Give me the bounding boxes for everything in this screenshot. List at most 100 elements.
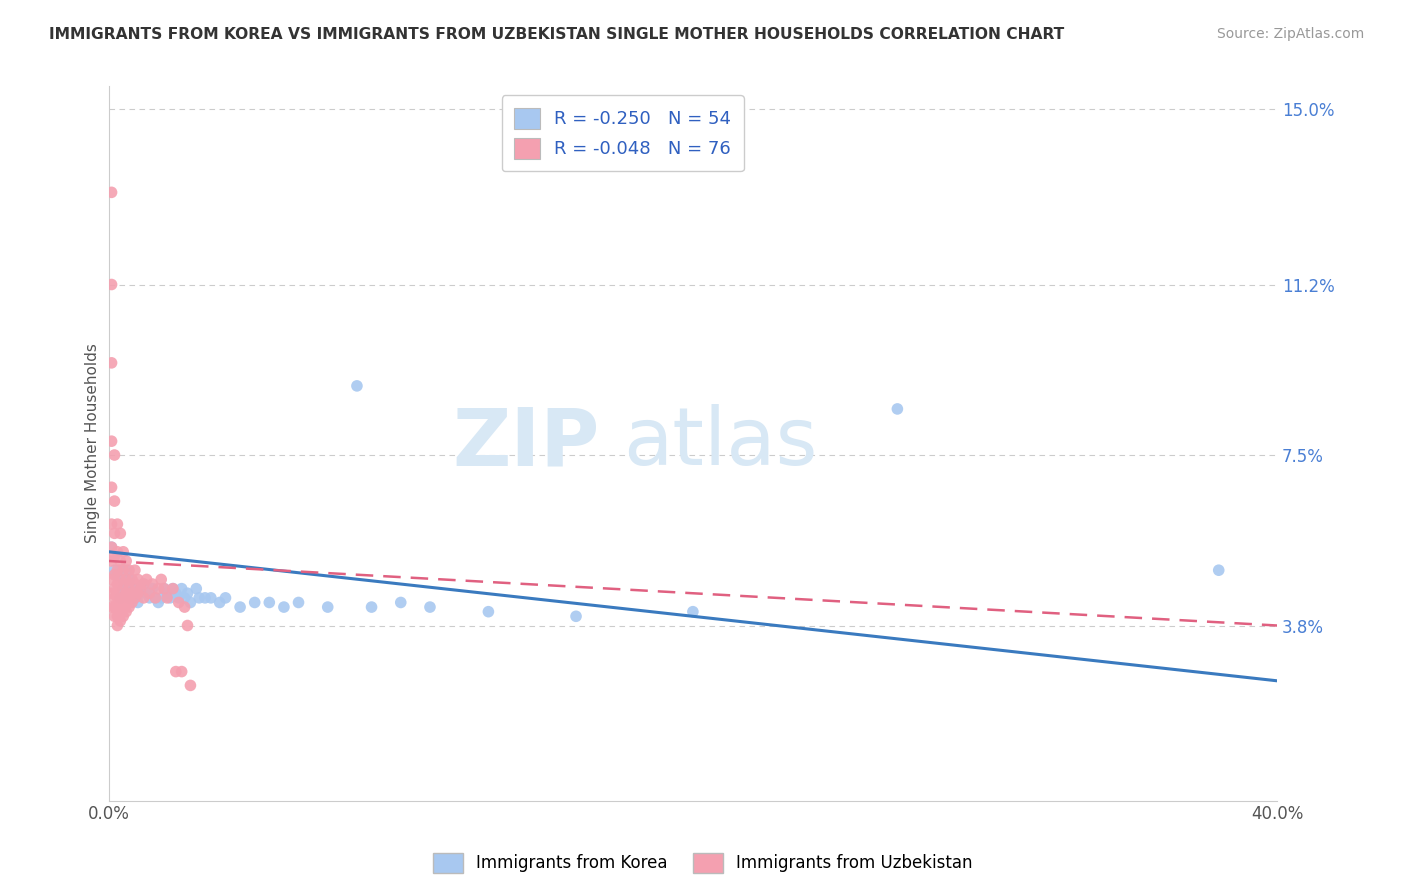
Point (389, 595, 412, 609)
Point (150, 573, 173, 587)
Point (100, 356, 122, 370)
Point (565, 609, 588, 624)
Point (188, 591, 211, 605)
Point (110, 614, 132, 628)
Point (186, 582, 208, 596)
Point (124, 591, 146, 605)
Point (105, 567, 128, 582)
Point (115, 554, 138, 568)
Point (103, 609, 125, 624)
Point (214, 591, 236, 605)
Point (103, 591, 125, 605)
Point (103, 600, 125, 615)
Point (150, 591, 173, 605)
Point (100, 434, 122, 449)
Point (162, 582, 184, 596)
Point (124, 591, 146, 605)
Point (121, 582, 143, 596)
Text: Source: ZipAtlas.com: Source: ZipAtlas.com (1216, 27, 1364, 41)
Point (100, 554, 122, 568)
Point (124, 563, 146, 577)
Point (176, 586, 198, 600)
Point (105, 618, 128, 632)
Point (346, 379, 368, 393)
Point (115, 573, 138, 587)
Point (156, 591, 179, 605)
Y-axis label: Single Mother Households: Single Mother Households (86, 343, 100, 543)
Point (103, 549, 125, 564)
Point (682, 605, 704, 619)
Point (118, 563, 141, 577)
Point (127, 595, 149, 609)
Point (115, 586, 138, 600)
Point (259, 595, 281, 609)
Point (112, 573, 135, 587)
Point (110, 563, 132, 577)
Point (110, 586, 132, 600)
Point (229, 600, 252, 615)
Point (103, 494, 125, 508)
Point (1208, 563, 1230, 577)
Point (129, 586, 152, 600)
Point (115, 605, 138, 619)
Point (148, 582, 170, 596)
Point (477, 605, 499, 619)
Point (121, 586, 143, 600)
Text: IMMIGRANTS FROM KOREA VS IMMIGRANTS FROM UZBEKISTAN SINGLE MOTHER HOUSEHOLDS COR: IMMIGRANTS FROM KOREA VS IMMIGRANTS FROM… (49, 27, 1064, 42)
Point (110, 526, 132, 541)
Point (121, 573, 143, 587)
Point (165, 665, 187, 679)
Point (129, 582, 152, 596)
Point (287, 595, 309, 609)
Point (124, 577, 146, 591)
Point (105, 577, 128, 591)
Point (115, 563, 138, 577)
Point (115, 595, 138, 609)
Point (100, 277, 122, 292)
Point (115, 582, 138, 596)
Point (141, 582, 163, 596)
Point (138, 586, 160, 600)
Point (110, 573, 132, 587)
Point (173, 600, 195, 615)
Point (100, 573, 122, 587)
Point (138, 591, 160, 605)
Point (145, 591, 167, 605)
Point (273, 600, 295, 615)
Point (132, 577, 155, 591)
Point (112, 609, 135, 624)
Point (127, 573, 149, 587)
Point (103, 567, 125, 582)
Point (112, 591, 135, 605)
Point (170, 582, 193, 596)
Point (179, 678, 201, 692)
Point (179, 595, 201, 609)
Point (105, 609, 128, 624)
Point (167, 595, 190, 609)
Point (112, 563, 135, 577)
Point (170, 665, 193, 679)
Point (162, 582, 184, 596)
Point (105, 563, 128, 577)
Point (100, 586, 122, 600)
Point (110, 591, 132, 605)
Point (153, 582, 176, 596)
Point (100, 517, 122, 532)
Point (886, 401, 908, 416)
Point (118, 600, 141, 615)
Point (118, 573, 141, 587)
Point (360, 600, 382, 615)
Point (112, 600, 135, 615)
Point (243, 595, 266, 609)
Point (132, 591, 155, 605)
Point (176, 618, 198, 632)
Point (121, 595, 143, 609)
Point (100, 480, 122, 494)
Point (132, 577, 155, 591)
Point (141, 577, 163, 591)
Point (105, 600, 128, 615)
Point (103, 582, 125, 596)
Point (153, 582, 176, 596)
Legend: Immigrants from Korea, Immigrants from Uzbekistan: Immigrants from Korea, Immigrants from U… (426, 847, 980, 880)
Point (200, 591, 222, 605)
